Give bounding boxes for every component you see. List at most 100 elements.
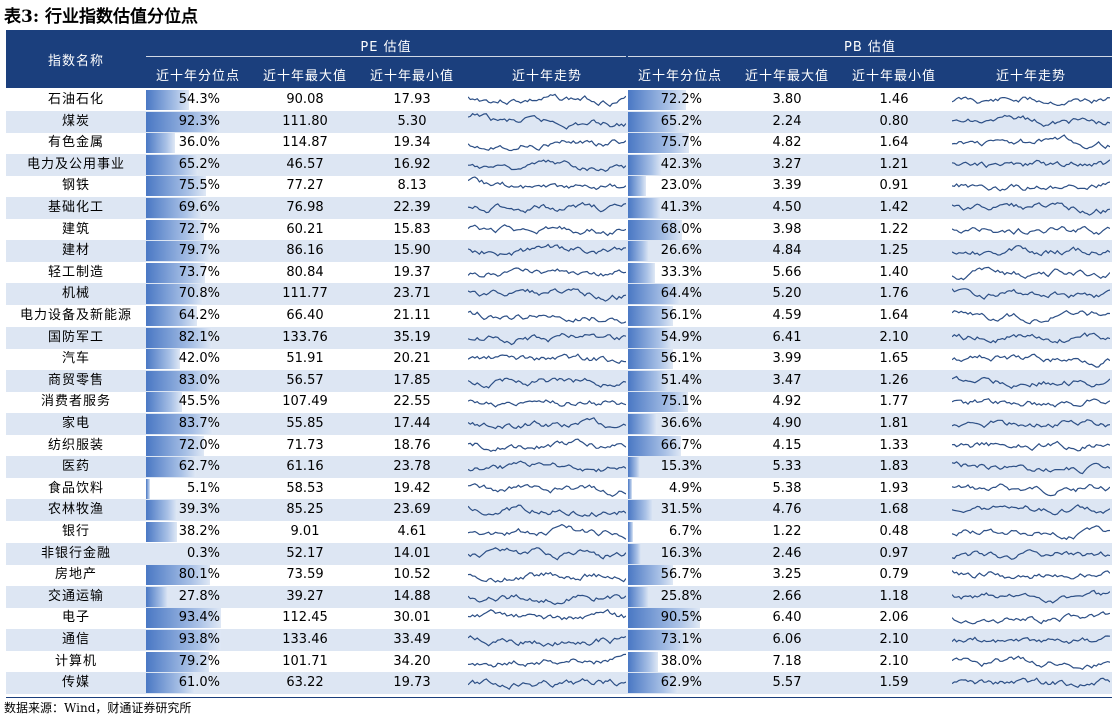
pb-percentile: 38.0% (660, 653, 702, 669)
pe-trend-sparkline (468, 377, 626, 389)
pe-percentile-bar (146, 306, 198, 326)
pe-trend-line (468, 288, 626, 303)
pe-max: 39.27 (286, 588, 324, 604)
pe-percentile: 82.1% (178, 329, 220, 345)
pb-min: 1.46 (879, 92, 909, 107)
index-name: 房地产 (54, 567, 97, 583)
pe-percentile: 27.8% (178, 588, 220, 604)
pe-percentile: 75.5% (178, 178, 220, 194)
pe-min: 22.55 (393, 394, 431, 410)
table-row: 传媒 61.0% 63.22 19.73 62.9% 5.57 1.59 (6, 672, 1112, 695)
index-name: 通信 (61, 632, 90, 647)
table-row: 石油石化 54.3% 90.08 17.93 72.2% 3.80 1.46 (6, 89, 1112, 111)
pb-percentile-bar (628, 198, 661, 218)
pe-percentile-bar (146, 154, 199, 175)
index-name: 农林牧渔 (47, 502, 104, 518)
pe-trend-line (468, 139, 626, 152)
pe-percentile: 69.6% (178, 200, 220, 215)
pb-trend-sparkline (952, 353, 1110, 368)
pe-trend-line (468, 438, 626, 452)
pb-percentile: 6.7% (668, 524, 702, 539)
table-bottom-border (6, 697, 1112, 698)
pe-trend-line (468, 482, 626, 497)
index-name: 交通运输 (47, 588, 104, 604)
pe-min: 17.85 (393, 372, 431, 388)
pe-trend-sparkline (468, 176, 626, 191)
pe-percentile-bar (146, 565, 211, 586)
pb-percentile: 75.7% (660, 135, 702, 151)
pb-trend-line (952, 353, 1110, 368)
pe-percentile: 93.8% (178, 632, 220, 647)
pe-max: 63.22 (286, 675, 324, 691)
index-name: 商贸零售 (47, 372, 104, 388)
pb-min: 1.33 (879, 437, 909, 453)
pe-min: 5.30 (397, 113, 427, 129)
pb-min: 1.83 (879, 459, 909, 475)
pe-trend-sparkline (468, 332, 626, 345)
header-pe-min: 近十年最小值 (369, 69, 454, 84)
pe-percentile: 64.2% (178, 308, 220, 323)
pb-trend-line (952, 483, 1110, 497)
table-row: 银行 38.2% 9.01 4.61 6.7% 1.22 0.48 (6, 521, 1112, 543)
index-name: 轻工制造 (47, 264, 104, 280)
pe-min: 19.34 (393, 135, 431, 151)
pb-percentile: 33.3% (660, 264, 702, 280)
pb-max: 4.59 (772, 308, 802, 323)
pb-trend-sparkline (952, 398, 1110, 408)
index-name: 煤炭 (61, 113, 90, 129)
header-pb-trend: 近十年走势 (995, 69, 1066, 84)
pb-percentile: 56.7% (660, 567, 702, 583)
pe-trend-line (468, 678, 626, 691)
pe-max: 86.16 (286, 243, 324, 259)
pb-percentile: 31.5% (660, 502, 702, 518)
pb-max: 6.41 (772, 329, 802, 345)
pb-trend-sparkline (952, 440, 1110, 452)
pb-max: 4.15 (772, 437, 802, 453)
table-title: 表3: 行业指数估值分位点 (4, 7, 199, 27)
pb-percentile-bar (628, 414, 658, 434)
pb-trend-sparkline (952, 375, 1110, 389)
pb-min: 1.81 (879, 416, 909, 431)
pb-min: 1.40 (879, 264, 909, 280)
pb-max: 3.25 (772, 567, 802, 583)
pe-trend-sparkline (468, 572, 626, 583)
pb-max: 2.66 (772, 588, 802, 604)
pb-trend-sparkline (952, 677, 1110, 689)
pb-trend-line (952, 655, 1110, 670)
pe-max: 101.71 (282, 653, 328, 669)
pe-max: 66.40 (286, 308, 324, 323)
pb-trend-sparkline (952, 611, 1110, 625)
pb-percentile: 23.0% (660, 178, 702, 194)
pb-max: 6.40 (772, 610, 802, 626)
pb-trend-sparkline (952, 419, 1110, 429)
pe-trend-sparkline (468, 653, 626, 668)
pe-trend-sparkline (468, 267, 626, 278)
pb-max: 5.33 (772, 459, 802, 475)
pe-trend-line (468, 159, 626, 172)
pe-percentile-bar (146, 478, 151, 499)
pb-percentile: 56.1% (660, 351, 702, 367)
pe-trend-line (468, 201, 626, 214)
pb-max: 4.92 (772, 394, 802, 410)
pb-max: 6.06 (772, 632, 802, 647)
pb-min: 2.06 (879, 610, 909, 626)
pe-percentile: 0.3% (186, 545, 220, 561)
pe-max: 77.27 (286, 178, 324, 194)
pe-min: 14.88 (393, 588, 431, 604)
pb-trend-sparkline (952, 266, 1110, 281)
pe-trend-sparkline (468, 112, 626, 130)
pe-min: 15.83 (393, 221, 431, 237)
pb-trend-line (952, 635, 1110, 645)
pe-trend-sparkline (468, 243, 626, 257)
pe-max: 85.25 (286, 502, 324, 518)
pe-percentile: 72.7% (178, 221, 220, 237)
header-pb-max: 近十年最大值 (744, 69, 829, 84)
pb-percentile-bar (628, 500, 654, 521)
pe-percentile: 79.7% (178, 243, 220, 259)
pb-max: 5.66 (772, 264, 802, 280)
pb-trend-line (952, 202, 1110, 216)
pe-max: 112.45 (282, 610, 328, 626)
pe-percentile-bar (146, 111, 220, 132)
index-name: 建筑 (61, 221, 90, 237)
pe-percentile-bar (146, 673, 195, 694)
